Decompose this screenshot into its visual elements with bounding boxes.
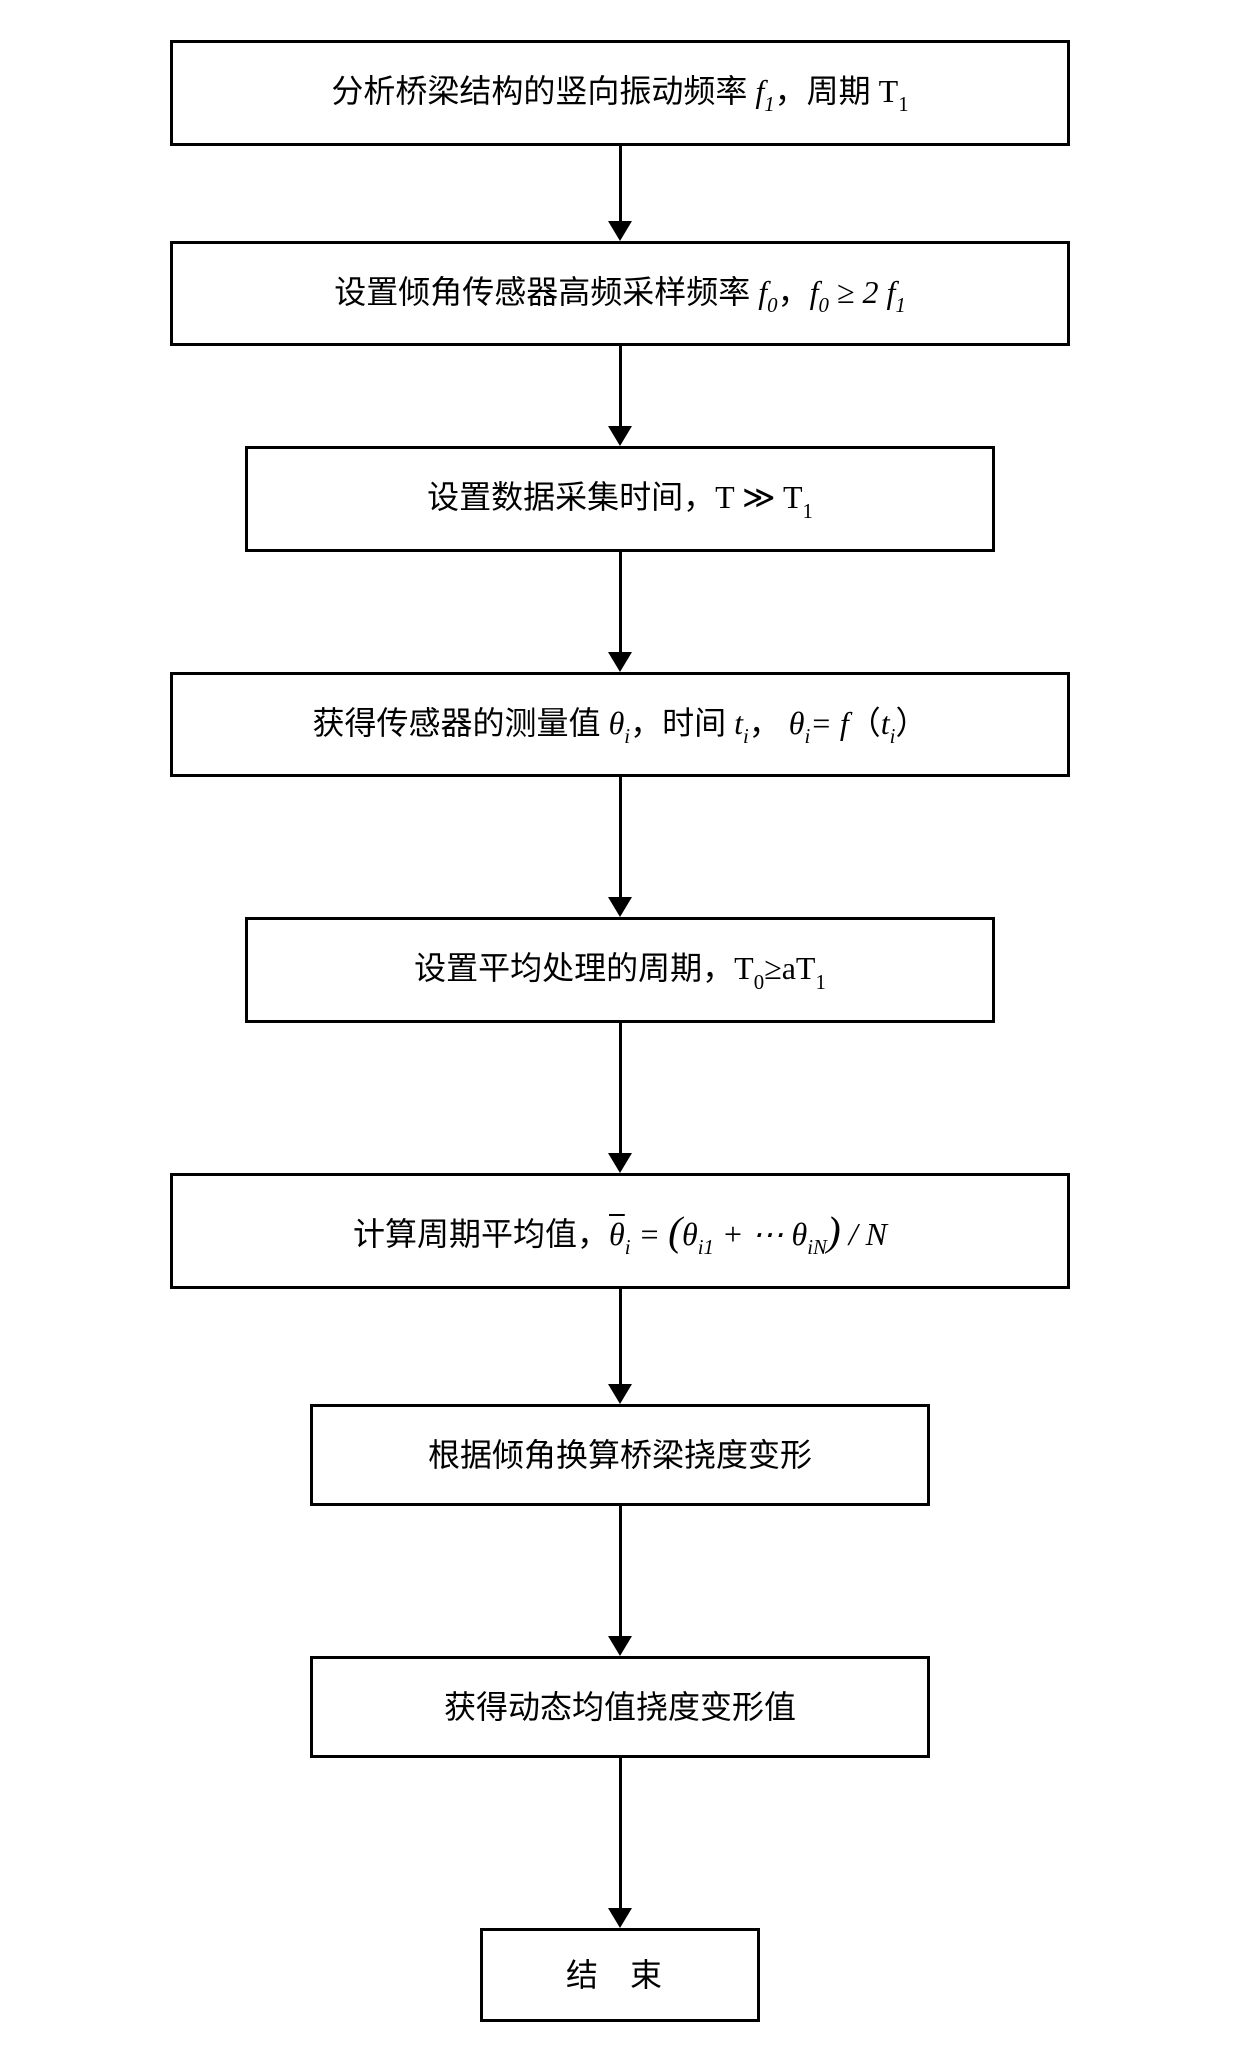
node4-var2-sub: i [743, 725, 749, 748]
node5-sub1: 0 [754, 971, 764, 994]
flowchart-node-5: 设置平均处理的周期，T0≥aT1 [245, 917, 995, 1023]
arrow-line [619, 146, 622, 221]
node2-var2-sub: 0 [818, 294, 828, 317]
arrow-line [619, 1289, 622, 1384]
node2-text-prefix: 设置倾角传感器高频采样频率 [334, 274, 758, 310]
node2-var1: f [758, 274, 767, 310]
node1-text-middle-sub: 1 [898, 93, 908, 116]
arrow-head-icon [608, 426, 632, 446]
node1-text-prefix: 分析桥梁结构的竖向振动频率 [331, 73, 755, 109]
node4-pclose: ） [895, 705, 927, 741]
node1-text-middle: ，周期 T [775, 73, 899, 109]
node2-rel: ≥ 2 [829, 274, 887, 310]
node6-text-prefix: 计算周期平均值， [353, 1216, 609, 1252]
node4-var1-sub: i [624, 725, 630, 748]
node6-div: / [841, 1216, 866, 1252]
node5-rel: ≥aT [764, 950, 815, 986]
node4-var4-sub: i [890, 725, 896, 748]
arrow-head-icon [608, 1153, 632, 1173]
node4-eq: = [810, 705, 840, 741]
arrow-2 [608, 346, 632, 446]
node4-text-prefix: 获得传感器的测量值 [313, 705, 609, 741]
node6-eq: = [631, 1216, 669, 1252]
node2-var1-sub: 0 [767, 294, 777, 317]
node6-t1-sub: i1 [698, 1236, 714, 1259]
node6-pclose: ) [827, 1208, 841, 1254]
flowchart-node-1: 分析桥梁结构的竖向振动频率 f1，周期 T1 [170, 40, 1070, 146]
node2-text-middle: ， [778, 274, 810, 310]
node5-text-prefix: 设置平均处理的周期，T [414, 950, 754, 986]
node4-var3-sub: i [804, 725, 810, 748]
arrow-line [619, 552, 622, 652]
node1-var1: f [755, 73, 764, 109]
node4-var3: θ [789, 705, 805, 741]
node7-text: 根据倾角换算桥梁挠度变形 [428, 1437, 812, 1473]
flowchart-node-7: 根据倾角换算桥梁挠度变形 [310, 1404, 930, 1506]
node8-text: 获得动态均值挠度变形值 [444, 1689, 796, 1725]
node3-text-sub: 1 [803, 500, 813, 523]
node4-var4: t [881, 705, 890, 741]
node4-var2: t [734, 705, 743, 741]
node3-text-prefix: 设置数据采集时间，T ≫ T [427, 479, 802, 515]
flowchart-node-6: 计算周期平均值，θi = (θi1 + ⋯ θiN) / N [170, 1173, 1070, 1289]
node6-t2-sub: iN [807, 1236, 827, 1259]
flowchart-container: 分析桥梁结构的竖向振动频率 f1，周期 T1 设置倾角传感器高频采样频率 f0，… [0, 40, 1240, 2022]
node2-var3-sub: 1 [895, 294, 905, 317]
node6-n: N [866, 1216, 887, 1252]
flowchart-node-end: 结 束 [480, 1928, 760, 2022]
node4-popen: （ [849, 705, 881, 741]
arrow-head-icon [608, 1384, 632, 1404]
node4-var1: θ [609, 705, 625, 741]
arrow-head-icon [608, 221, 632, 241]
arrow-line [619, 1506, 622, 1636]
arrow-head-icon [608, 652, 632, 672]
node6-lhs-var: θ [609, 1216, 625, 1252]
arrow-3 [608, 552, 632, 672]
node6-lhs-sub: i [625, 1236, 631, 1259]
node6-plus: + ⋯ [714, 1216, 792, 1252]
node6-t2-var: θ [792, 1216, 808, 1252]
node9-text: 结 束 [566, 1957, 674, 1993]
node4-func: f [840, 705, 849, 741]
arrow-line [619, 1758, 622, 1908]
node6-t1-var: θ [682, 1216, 698, 1252]
arrow-line [619, 346, 622, 426]
arrow-6 [608, 1289, 632, 1404]
arrow-7 [608, 1506, 632, 1656]
arrow-line [619, 777, 622, 897]
arrow-head-icon [608, 897, 632, 917]
arrow-8 [608, 1758, 632, 1928]
arrow-1 [608, 146, 632, 241]
node1-var1-sub: 1 [764, 93, 774, 116]
node5-sub2: 1 [815, 971, 825, 994]
flowchart-node-4: 获得传感器的测量值 θi，时间 ti， θi= f（ti） [170, 672, 1070, 778]
node2-var3: f [886, 274, 895, 310]
node4-text-m2: ， [749, 705, 789, 741]
flowchart-node-3: 设置数据采集时间，T ≫ T1 [245, 446, 995, 552]
flowchart-node-2: 设置倾角传感器高频采样频率 f0，f0 ≥ 2 f1 [170, 241, 1070, 347]
arrow-line [619, 1023, 622, 1153]
arrow-5 [608, 1023, 632, 1173]
arrow-head-icon [608, 1908, 632, 1928]
arrow-head-icon [608, 1636, 632, 1656]
node6-popen: ( [668, 1208, 682, 1254]
node4-text-m1: ，时间 [630, 705, 734, 741]
flowchart-node-8: 获得动态均值挠度变形值 [310, 1656, 930, 1758]
arrow-4 [608, 777, 632, 917]
